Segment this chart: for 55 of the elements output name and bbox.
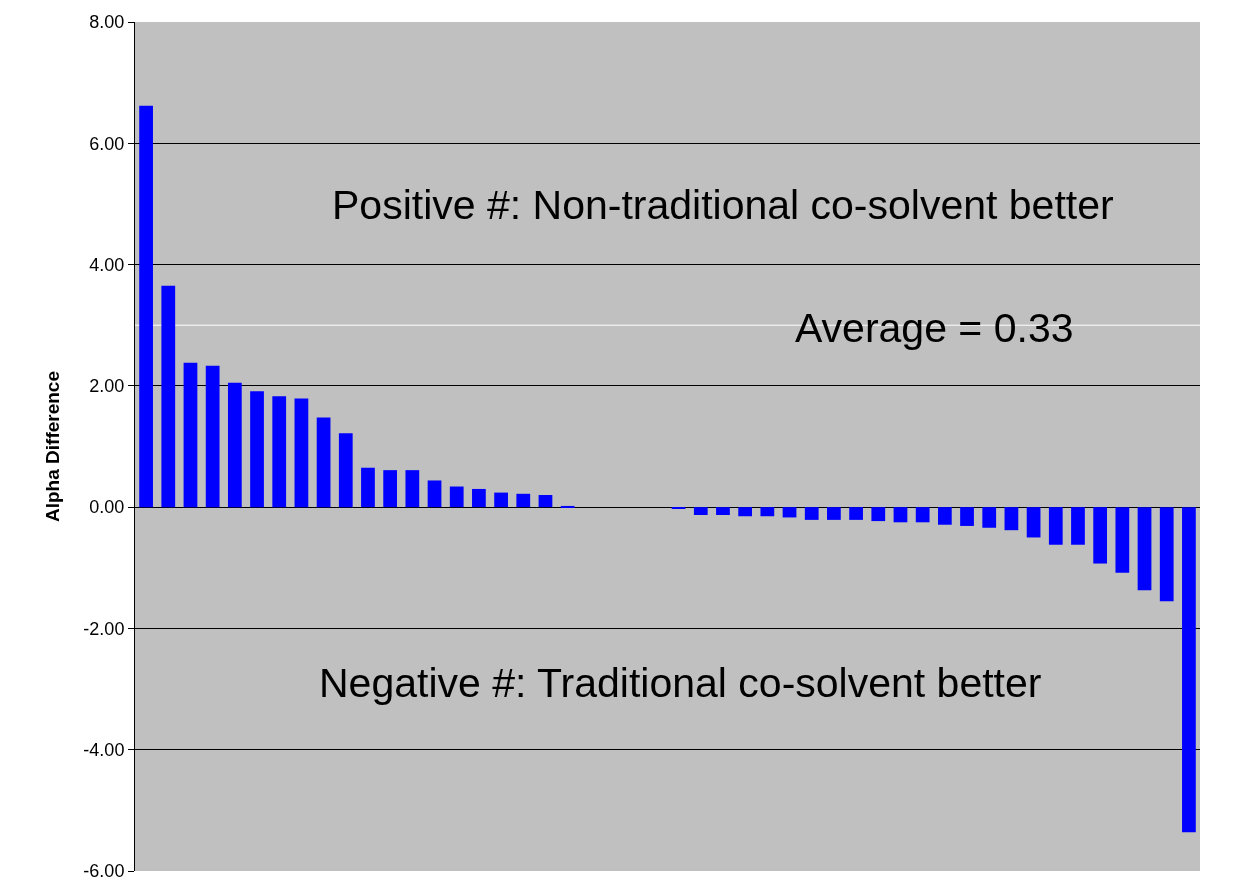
bar [1071,507,1085,545]
bar [272,396,287,508]
bar [827,507,841,520]
bar [1115,507,1130,573]
bar [538,495,553,508]
bar [205,365,220,508]
bar [383,470,398,508]
bar [516,493,531,508]
bar [494,492,508,508]
bar [915,507,930,523]
bar [871,507,886,522]
bar [1093,507,1108,564]
bar [804,507,819,520]
bar [427,480,442,508]
bar [1004,507,1019,531]
bar [982,507,997,528]
bar [316,417,331,508]
annotation: Positive #: Non-traditional co-solvent better [332,182,1114,228]
y-tick-label: -6.00 [83,861,125,882]
y-tick-label: 0.00 [89,497,125,518]
bar [782,507,797,518]
bar [960,507,974,526]
bar [560,505,575,508]
bar [294,398,309,508]
y-tick-label: -2.00 [83,618,125,639]
bar [139,105,153,508]
y-axis-title: Alpha Difference [42,371,64,522]
bar [849,507,863,520]
bar [716,507,730,516]
y-tick-label: 2.00 [89,376,125,397]
bar [227,382,242,508]
bar [1026,507,1041,538]
bar [250,391,264,508]
bar [1137,507,1152,591]
bar [1159,507,1174,602]
bar [449,486,464,508]
bar [183,362,198,508]
bar [738,507,753,517]
y-tick-label: 6.00 [89,133,125,154]
bar [405,470,420,508]
y-tick-label: 4.00 [89,254,125,275]
bar [693,507,708,516]
annotation: Negative #: Traditional co-solvent better [319,660,1042,706]
bar [760,507,775,517]
bar [937,507,952,525]
bar [1182,507,1196,833]
bar [472,488,486,508]
bar [161,285,176,508]
bar [361,467,375,508]
y-tick-label: 8.00 [89,12,125,33]
bar [1048,507,1063,545]
annotation: Average = 0.33 [795,305,1074,351]
y-tick-label: -4.00 [83,740,125,761]
bar [893,507,908,523]
bar [338,433,353,508]
